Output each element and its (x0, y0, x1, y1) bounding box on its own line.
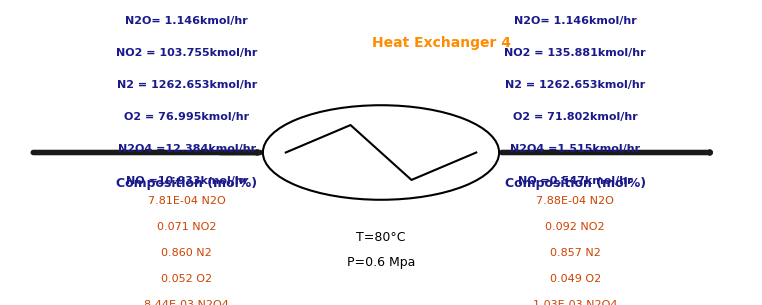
Text: 8.44E-03 N2O4: 8.44E-03 N2O4 (144, 300, 229, 305)
Text: Composition (mol%): Composition (mol%) (504, 177, 646, 189)
Text: 0.092 NO2: 0.092 NO2 (546, 222, 605, 232)
Text: NO2 = 103.755kmol/hr: NO2 = 103.755kmol/hr (116, 48, 258, 58)
Text: NO =10.933kmol/hr: NO =10.933kmol/hr (126, 177, 248, 186)
Text: NO =0.547kmol/hr: NO =0.547kmol/hr (518, 177, 632, 186)
Text: NO2 = 135.881kmol/hr: NO2 = 135.881kmol/hr (504, 48, 646, 58)
Text: 7.88E-04 N2O: 7.88E-04 N2O (536, 196, 614, 206)
Text: T=80°C: T=80°C (357, 231, 405, 244)
Text: N2O= 1.146kmol/hr: N2O= 1.146kmol/hr (125, 16, 248, 26)
Text: N2O4 =12.384kmol/hr: N2O4 =12.384kmol/hr (117, 145, 256, 154)
Text: O2 = 71.802kmol/hr: O2 = 71.802kmol/hr (513, 113, 638, 122)
Text: 0.071 NO2: 0.071 NO2 (157, 222, 216, 232)
Text: 0.860 N2: 0.860 N2 (162, 248, 212, 258)
Text: Composition (mol%): Composition (mol%) (116, 177, 258, 189)
Text: 0.857 N2: 0.857 N2 (550, 248, 600, 258)
Text: 0.052 O2: 0.052 O2 (161, 274, 213, 284)
Text: N2 = 1262.653kmol/hr: N2 = 1262.653kmol/hr (505, 81, 645, 90)
Text: O2 = 76.995kmol/hr: O2 = 76.995kmol/hr (124, 113, 249, 122)
Text: P=0.6 Mpa: P=0.6 Mpa (347, 256, 415, 269)
Text: N2 = 1262.653kmol/hr: N2 = 1262.653kmol/hr (117, 81, 257, 90)
Text: N2O4 =1.515kmol/hr: N2O4 =1.515kmol/hr (511, 145, 640, 154)
Text: 0.049 O2: 0.049 O2 (549, 274, 601, 284)
Text: Heat Exchanger 4: Heat Exchanger 4 (373, 36, 511, 50)
Text: 1.03E-03 N2O4: 1.03E-03 N2O4 (533, 300, 617, 305)
Text: 7.81E-04 N2O: 7.81E-04 N2O (148, 196, 226, 206)
Text: N2O= 1.146kmol/hr: N2O= 1.146kmol/hr (514, 16, 637, 26)
